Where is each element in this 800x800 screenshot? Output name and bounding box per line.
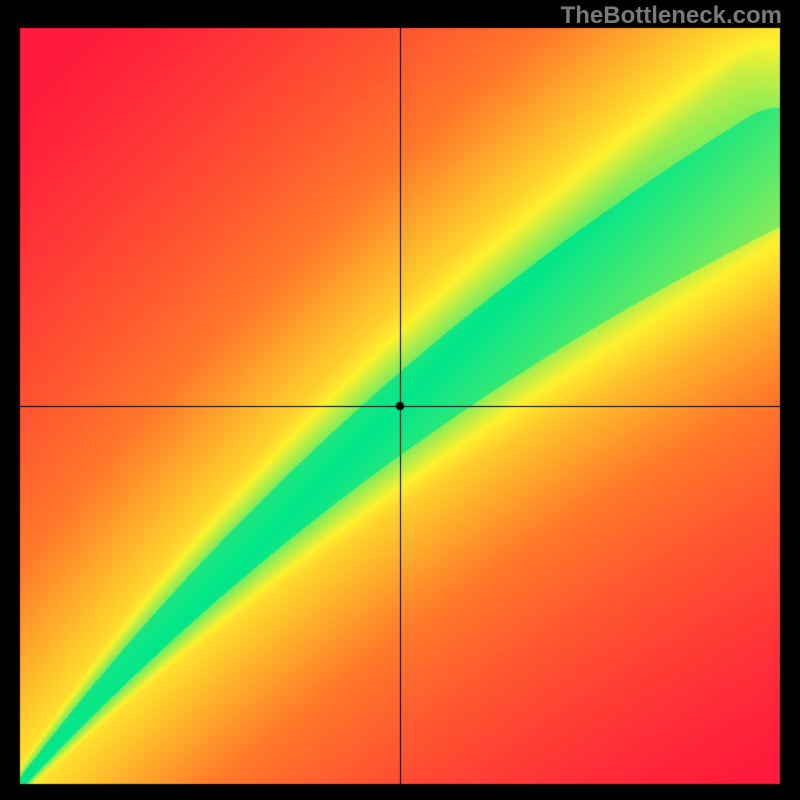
chart-container: TheBottleneck.com <box>0 0 800 800</box>
watermark-text: TheBottleneck.com <box>561 2 782 30</box>
heatmap-canvas <box>0 0 800 800</box>
